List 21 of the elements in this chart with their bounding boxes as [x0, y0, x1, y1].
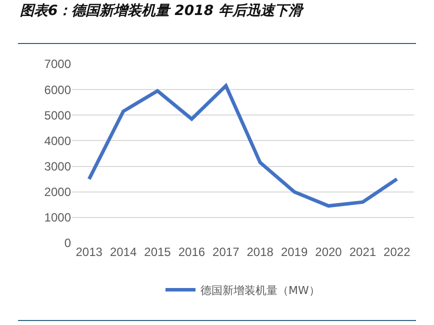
y-tick-label: 5000 [44, 108, 72, 122]
legend-label: 德国新增装机量（MW） [200, 284, 320, 298]
chart-title: 图表6：德国新增装机量 2018 年后迅速下滑 [20, 2, 302, 20]
y-tick-label: 7000 [44, 57, 72, 72]
x-tick-label: 2021 [349, 245, 376, 259]
y-tick-label: 2000 [44, 185, 72, 200]
x-tick-label: 2014 [110, 245, 137, 259]
x-tick-label: 2020 [315, 245, 342, 259]
y-tick-label: 0 [64, 236, 72, 250]
x-tick-label: 2013 [76, 245, 103, 259]
y-tick-label: 1000 [44, 210, 72, 225]
y-tick-label: 4000 [44, 134, 72, 148]
y-tick-label: 3000 [44, 159, 72, 174]
x-tick-label: 2022 [384, 245, 411, 259]
x-tick-label: 2016 [178, 245, 206, 259]
line-series [87, 84, 399, 208]
x-tick-label: 2015 [144, 245, 172, 259]
x-tick-label: 2018 [246, 245, 274, 259]
y-tick-label: 6000 [44, 82, 72, 97]
x-tick-label: 2019 [280, 245, 308, 259]
x-tick-label: 2017 [212, 245, 240, 259]
